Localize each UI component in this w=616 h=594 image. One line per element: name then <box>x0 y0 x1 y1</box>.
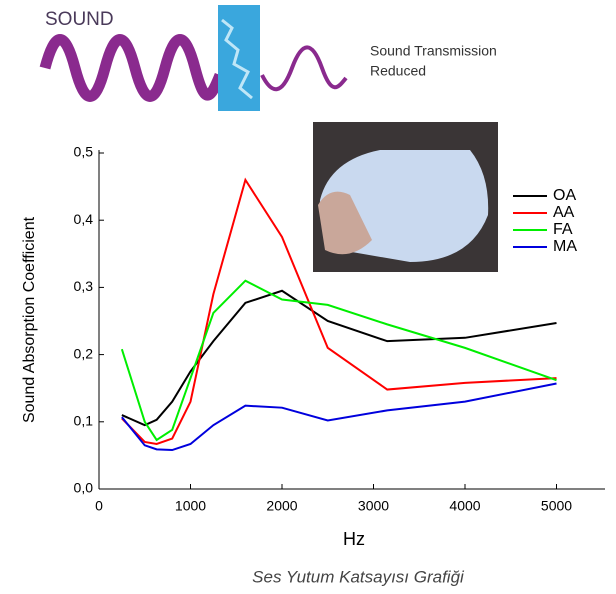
legend-label: FA <box>553 221 573 238</box>
y-tick-label: 0,1 <box>74 413 94 429</box>
x-tick-label: 2000 <box>266 498 297 514</box>
banner-line: Sound Transmission <box>370 43 497 59</box>
y-tick-label: 0,5 <box>74 144 94 160</box>
y-tick-label: 0,0 <box>74 480 94 496</box>
photo <box>313 122 498 272</box>
banner-title: SOUND <box>45 9 114 30</box>
y-tick-label: 0,2 <box>74 345 94 361</box>
x-tick-label: 5000 <box>541 498 572 514</box>
series-line <box>120 279 557 442</box>
caption: Ses Yutum Katsayısı Grafiği <box>252 567 465 586</box>
legend-label: OA <box>553 187 576 204</box>
x-axis-label: Hz <box>343 529 365 549</box>
y-axis-label: Sound Absorption Coefficient <box>21 216 38 423</box>
reduced-wave <box>260 45 348 92</box>
x-tick-label: 0 <box>95 498 103 514</box>
legend-label: MA <box>553 238 577 255</box>
series-line <box>121 382 557 452</box>
legend-label: AA <box>553 204 575 221</box>
x-tick-label: 1000 <box>175 498 206 514</box>
sound-wave <box>39 34 226 102</box>
y-tick-label: 0,3 <box>74 278 94 294</box>
banner-line: Reduced <box>370 63 426 79</box>
x-tick-label: 4000 <box>449 498 480 514</box>
x-tick-label: 3000 <box>358 498 389 514</box>
banner: SOUND Sound Transmission Reduced <box>39 5 497 111</box>
y-tick-label: 0,4 <box>74 211 94 227</box>
series-line <box>121 289 557 427</box>
barrier-texture <box>221 18 253 100</box>
series-line <box>121 177 557 446</box>
hand <box>318 191 372 255</box>
